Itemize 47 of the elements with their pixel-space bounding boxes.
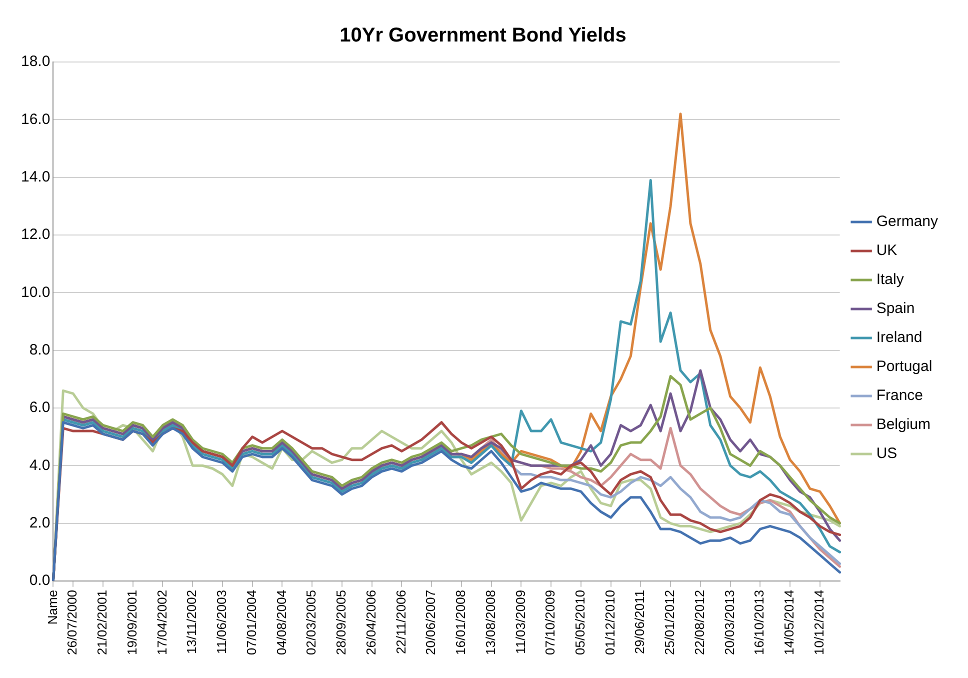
legend-label: UK <box>876 242 898 260</box>
legend-label: Ireland <box>876 329 922 346</box>
x-tick-label: 13/11/2002 <box>184 590 200 654</box>
y-tick-label: 18.0 <box>20 53 50 70</box>
legend-label: Italy <box>876 271 904 288</box>
legend-label: Spain <box>876 300 915 318</box>
y-tick-label: 10.0 <box>20 284 50 301</box>
x-tick-label: 10/12/2014 <box>811 590 826 656</box>
x-tick-label: 20/03/2013 <box>722 590 737 656</box>
x-tick-label: 26/04/2006 <box>363 590 378 656</box>
y-tick-label: 14.0 <box>20 168 50 186</box>
y-tick-label: 8.0 <box>29 341 50 358</box>
x-tick-label: 16/01/2008 <box>453 590 468 656</box>
x-tick-label: 13/08/2008 <box>482 590 498 656</box>
x-tick-label: 20/06/2007 <box>423 590 438 656</box>
x-tick-label: 25/01/2012 <box>662 590 678 656</box>
x-tick-label: 14/05/2014 <box>782 590 797 656</box>
x-tick-label: 02/03/2005 <box>304 590 319 656</box>
x-tick-label: 11/06/2003 <box>214 590 230 654</box>
x-tick-label: 17/04/2002 <box>154 590 170 656</box>
legend-label: Portugal <box>876 358 932 376</box>
legend-label: US <box>876 445 898 462</box>
x-tick-label: 07/10/2009 <box>542 590 558 656</box>
x-tick-label: 22/08/2012 <box>692 590 707 656</box>
x-tick-label: 16/10/2013 <box>752 590 767 656</box>
legend-label: Germany <box>876 213 938 230</box>
legend-label: France <box>876 387 924 404</box>
y-tick-label: 4.0 <box>29 456 50 474</box>
x-tick-label: 04/08/2004 <box>274 590 289 656</box>
y-tick-label: 2.0 <box>29 514 50 532</box>
x-tick-label: 11/03/2009 <box>512 590 528 654</box>
x-tick-label: 26/07/2000 <box>64 590 80 656</box>
x-tick-label: 21/02/2001 <box>94 590 110 656</box>
legend-label: Belgium <box>876 416 931 434</box>
x-tick-label: Name <box>44 590 60 625</box>
x-tick-label: 28/09/2005 <box>334 590 349 656</box>
x-tick-label: 22/11/2006 <box>393 590 408 654</box>
y-tick-label: 16.0 <box>20 110 50 128</box>
x-tick-label: 29/06/2011 <box>632 590 648 654</box>
x-tick-label: 19/09/2001 <box>124 590 140 656</box>
x-tick-label: 05/05/2010 <box>572 590 588 656</box>
chart-title: 10Yr Government Bond Yields <box>340 24 626 47</box>
y-tick-label: 0.0 <box>29 572 50 590</box>
y-tick-label: 12.0 <box>20 226 50 244</box>
x-tick-label: 01/12/2010 <box>602 590 618 656</box>
x-tick-label: 07/01/2004 <box>244 590 259 656</box>
y-tick-label: 6.0 <box>29 399 50 416</box>
